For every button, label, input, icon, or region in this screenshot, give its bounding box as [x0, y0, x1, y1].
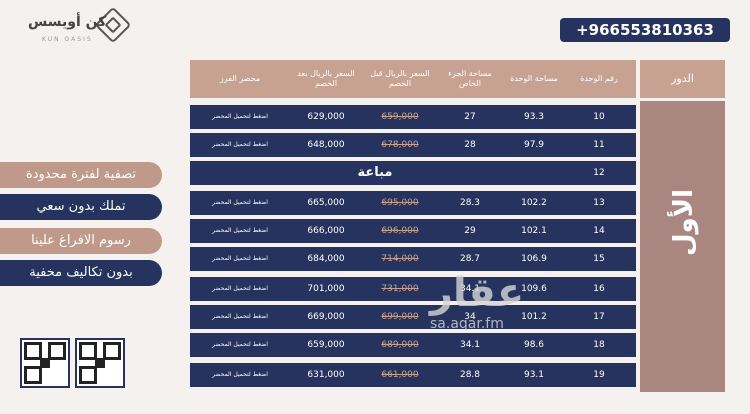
table-row: 11 97.9 28 678,000 648,000 اضغط لتحميل ا… — [190, 133, 636, 157]
qr-finder-icon — [103, 342, 121, 360]
private-area: 28.3 — [459, 198, 481, 208]
unit-area: 93.3 — [523, 112, 545, 122]
phone-number[interactable]: +966553810363 — [560, 18, 730, 42]
price-before: 678,000 — [381, 140, 419, 150]
private-area: 28 — [464, 140, 476, 150]
private-area: 34.1 — [459, 340, 481, 350]
private-area: 27 — [464, 112, 476, 122]
col-sort-doc: محضر الفرز — [219, 74, 261, 83]
table-row: 17 101.2 34 699,000 669,000 اضغط لتحميل … — [190, 305, 636, 329]
price-before: 699,000 — [381, 312, 419, 322]
unit-area: 102.2 — [521, 198, 547, 208]
price-after: 666,000 — [307, 226, 345, 236]
unit-number: 16 — [593, 284, 605, 294]
price-before: 661,000 — [381, 370, 419, 380]
unit-area: 101.2 — [521, 312, 547, 322]
download-doc-link[interactable]: اضغط لتحميل المحضر — [212, 199, 268, 206]
qr-dot-icon — [40, 358, 50, 368]
unit-number: 17 — [593, 312, 605, 322]
unit-number: 10 — [593, 112, 605, 122]
brand-subtitle: KUN OASIS — [42, 36, 93, 43]
table-row: 14 102.1 29 696,000 666,000 اضغط لتحميل … — [190, 219, 636, 243]
price-before: 659,000 — [381, 112, 419, 122]
price-after: 629,000 — [307, 112, 345, 122]
table-header: رقم الوحدة مساحة الوحدة مساحة الجزء الخا… — [190, 60, 636, 98]
qr-finder-icon — [48, 342, 66, 360]
private-area: 29 — [464, 226, 476, 236]
floor-label-panel: الأول — [640, 101, 725, 392]
unit-area: 97.9 — [523, 140, 545, 150]
price-before: 731,000 — [381, 284, 419, 294]
floor-name: الأول — [669, 189, 699, 256]
floor-header: الدور — [640, 60, 725, 98]
qr-finder-icon — [79, 342, 97, 360]
price-before: 714,000 — [381, 254, 419, 264]
unit-area: 102.1 — [521, 226, 547, 236]
download-doc-link[interactable]: اضغط لتحميل المحضر — [212, 341, 268, 348]
table-row: 12 مباعة — [190, 161, 636, 185]
col-price-before: السعر بالريال قبل الخصم — [370, 69, 430, 88]
qr-dot-icon — [95, 358, 105, 368]
unit-number: 15 — [593, 254, 605, 264]
table-row: 18 98.6 34.1 689,000 659,000 اضغط لتحميل… — [190, 333, 636, 357]
price-after: 648,000 — [307, 140, 345, 150]
unit-area: 93.1 — [523, 370, 545, 380]
col-price-after: السعر بالريال بعد الخصم — [297, 69, 355, 88]
download-doc-link[interactable]: اضغط لتحميل المحضر — [212, 371, 268, 378]
download-doc-link[interactable]: اضغط لتحميل المحضر — [212, 255, 268, 262]
private-area: 28.8 — [459, 370, 481, 380]
unit-number: 14 — [593, 226, 605, 236]
unit-area: 109.6 — [521, 284, 547, 294]
price-before: 689,000 — [381, 340, 419, 350]
promo-badge: رسوم الافراغ علينا — [0, 228, 162, 254]
qr-code[interactable] — [75, 338, 125, 388]
private-area: 28.7 — [459, 254, 481, 264]
price-after: 684,000 — [307, 254, 345, 264]
col-private-area: مساحة الجزء الخاص — [448, 69, 492, 88]
promo-badge: تملك بدون سعي — [0, 194, 162, 220]
watermark-brand: عقار — [430, 270, 525, 316]
table-row: 19 93.1 28.8 661,000 631,000 اضغط لتحميل… — [190, 363, 636, 387]
download-doc-link[interactable]: اضغط لتحميل المحضر — [212, 227, 268, 234]
download-doc-link[interactable]: اضغط لتحميل المحضر — [212, 285, 268, 292]
watermark-url: sa.aqar.fm — [430, 316, 504, 332]
private-area: 34.1 — [459, 284, 481, 294]
download-doc-link[interactable]: اضغط لتحميل المحضر — [212, 141, 268, 148]
table-row: 10 93.3 27 659,000 629,000 اضغط لتحميل ا… — [190, 105, 636, 129]
price-before: 695,000 — [381, 198, 419, 208]
qr-finder-icon — [24, 342, 42, 360]
table-row: 15 106.9 28.7 714,000 684,000 اضغط لتحمي… — [190, 247, 636, 271]
unit-number: 12 — [593, 168, 605, 178]
qr-finder-icon — [79, 366, 97, 384]
watermark: عقار sa.aqar.fm — [430, 270, 524, 332]
table-row: 16 109.6 34.1 731,000 701,000 اضغط لتحمي… — [190, 277, 636, 301]
unit-number: 19 — [593, 370, 605, 380]
private-area: 34 — [464, 312, 476, 322]
price-after: 669,000 — [307, 312, 345, 322]
unit-number: 18 — [593, 340, 605, 350]
qr-code[interactable] — [20, 338, 70, 388]
download-doc-link[interactable]: اضغط لتحميل المحضر — [212, 313, 268, 320]
brand-logo: كن أويسس KUN OASIS — [28, 6, 132, 44]
promo-badge: تصفية لفترة محدودة — [0, 162, 162, 188]
unit-number: 11 — [593, 140, 605, 150]
unit-area: 98.6 — [523, 340, 545, 350]
promo-badge: بدون تكاليف مخفية — [0, 260, 162, 286]
download-doc-link[interactable]: اضغط لتحميل المحضر — [212, 113, 268, 120]
price-after: 659,000 — [307, 340, 345, 350]
price-after: 701,000 — [307, 284, 345, 294]
table-row: 13 102.2 28.3 695,000 665,000 اضغط لتحمي… — [190, 191, 636, 215]
col-unit-number: رقم الوحدة — [580, 74, 618, 83]
unit-number: 13 — [593, 198, 605, 208]
brand-name: كن أويسس — [28, 14, 107, 30]
price-after: 631,000 — [307, 370, 345, 380]
unit-area: 106.9 — [521, 254, 547, 264]
price-before: 696,000 — [381, 226, 419, 236]
col-unit-area: مساحة الوحدة — [510, 74, 558, 83]
qr-finder-icon — [24, 366, 42, 384]
sold-label: مباعة — [357, 165, 393, 180]
price-after: 665,000 — [307, 198, 345, 208]
